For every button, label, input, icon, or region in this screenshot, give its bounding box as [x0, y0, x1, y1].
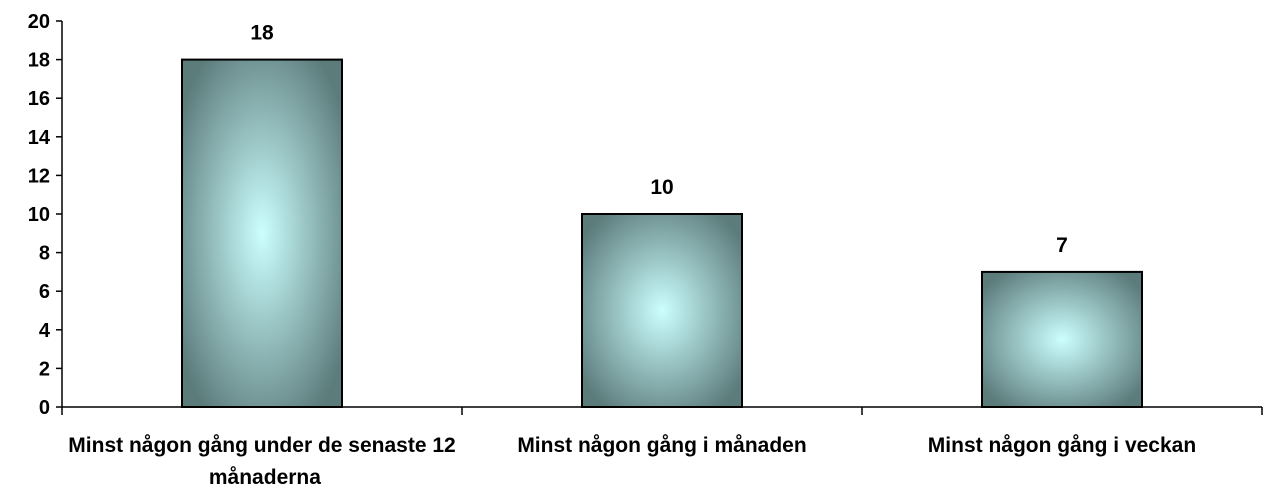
data-label: 18: [250, 22, 274, 45]
y-tick-label: 6: [39, 281, 50, 303]
y-tick-label: 10: [28, 204, 50, 226]
data-label: 10: [650, 176, 673, 199]
y-tick-label: 2: [39, 358, 50, 380]
x-tick-label: Minst någon gång under de senaste 12 mån…: [68, 434, 455, 489]
y-tick-label: 12: [28, 165, 50, 187]
y-tick-label: 14: [28, 127, 51, 149]
y-tick-label: 4: [39, 320, 51, 342]
y-tick-label: 18: [28, 50, 50, 72]
bar: [581, 213, 743, 408]
y-tick-label: 0: [39, 397, 50, 419]
data-label: 7: [1056, 234, 1068, 257]
y-tick-label: 20: [28, 11, 50, 33]
y-tick-label: 8: [39, 243, 50, 265]
y-tick-label: 16: [28, 88, 50, 110]
x-tick-label: Minst någon gång i månaden: [517, 434, 806, 457]
bar: [181, 58, 343, 408]
bar: [981, 270, 1143, 408]
x-tick-label: Minst någon gång i veckan: [928, 434, 1196, 457]
